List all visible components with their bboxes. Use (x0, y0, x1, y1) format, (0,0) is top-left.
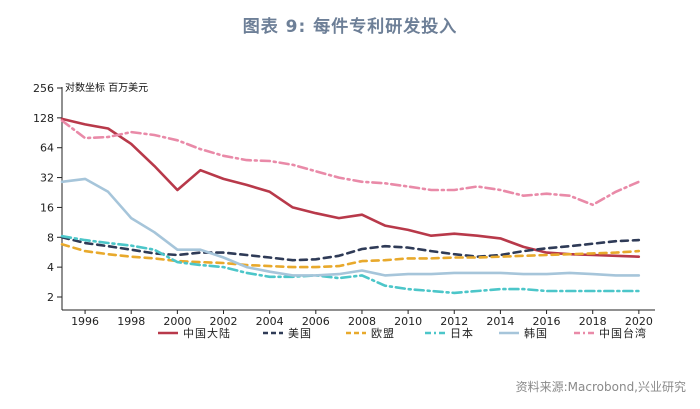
x-tick-label: 2010 (394, 315, 422, 328)
y-ticks: 2 4 8 16 32 64 128 256 (33, 82, 62, 304)
y-tick-label: 32 (40, 172, 54, 185)
x-tick-label: 1998 (117, 315, 145, 328)
legend-label-4: 韩国 (524, 326, 548, 340)
y-tick-label: 64 (40, 142, 54, 155)
x-tick-label: 2016 (533, 315, 561, 328)
x-tick-label: 2014 (486, 315, 514, 328)
x-tick-label: 2018 (579, 315, 607, 328)
x-tick-label: 1996 (71, 315, 99, 328)
x-tick-label: 2012 (440, 315, 468, 328)
y-tick-label: 16 (40, 201, 54, 214)
source-note: 资料来源:Macrobond,兴业研究 (515, 380, 686, 394)
x-tick-label: 2006 (302, 315, 330, 328)
legend-label-2: 欧盟 (371, 327, 395, 340)
axes (61, 87, 655, 311)
y-tick-label: 128 (33, 112, 54, 125)
series-line-4 (60, 177, 641, 277)
legend-label-0: 中国大陆 (183, 326, 231, 340)
y-tick-label: 8 (47, 231, 54, 244)
x-tick-label: 2020 (625, 315, 653, 328)
series-line-3 (60, 234, 641, 295)
y-tick-label: 4 (47, 261, 54, 274)
series-line-1 (60, 236, 641, 262)
x-tick-label: 2004 (256, 315, 284, 328)
y-tick-label: 2 (47, 291, 54, 304)
x-tick-label: 2008 (348, 315, 376, 328)
legend: 中国大陆 美国 欧盟 日本 韩国 中国台湾 (158, 326, 647, 340)
y-tick-label: 256 (33, 82, 54, 95)
series-line-2 (60, 243, 641, 269)
y-axis-unit-label: 对数坐标 百万美元 (65, 81, 148, 94)
series-line-0 (60, 117, 641, 259)
legend-label-5: 中国台湾 (599, 326, 647, 340)
series-line-5 (60, 119, 641, 207)
series-lines (60, 117, 641, 295)
chart-title: 图表 9: 每件专利研发投入 (242, 17, 458, 37)
x-tick-label: 2002 (210, 315, 238, 328)
x-tick-label: 2000 (163, 315, 191, 328)
legend-label-3: 日本 (450, 326, 474, 340)
legend-label-1: 美国 (288, 327, 312, 340)
x-ticks: 1996 1998 2000 2002 2004 2006 2008 2010 2012 2014… (71, 310, 653, 328)
